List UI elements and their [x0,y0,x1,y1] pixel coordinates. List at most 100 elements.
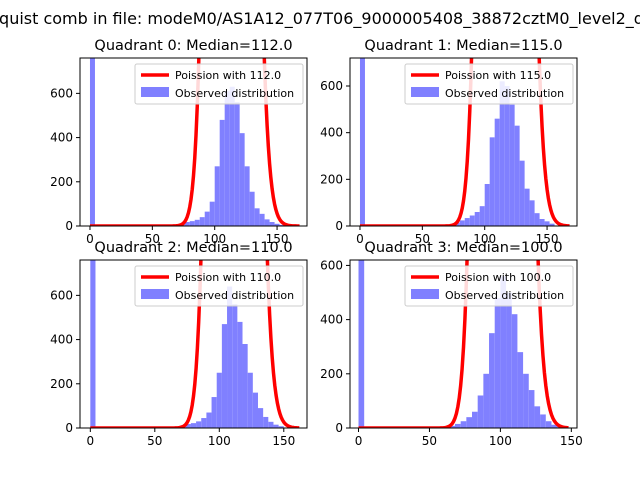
legend-observed-label: Observed distribution [175,289,294,302]
x-tick-label: 50 [145,232,160,246]
histogram-bar [214,166,220,226]
histogram-bar [194,219,200,226]
y-tick-label: 600 [320,79,343,93]
x-tick-label: 0 [86,434,94,448]
y-tick-label: 200 [50,377,73,391]
axes-frame [349,259,578,429]
histogram-bar [274,223,280,226]
histogram-bar [204,211,210,226]
poisson-curve [358,260,569,428]
poisson-curve [89,260,300,428]
histogram-bar-zero [90,260,96,428]
legend: Poission with 100.0 Observed distribution [404,265,574,307]
histogram-bar [517,352,524,428]
axes-frame [79,259,308,429]
y-tick-label: 0 [335,219,343,233]
histogram-bar [545,421,552,428]
histogram-bar [201,418,207,428]
histogram-bar [229,86,235,226]
histogram-bar [449,425,455,428]
x-tick-label: 100 [473,232,496,246]
histogram-bar [219,119,225,226]
y-tick-label: 600 [50,86,73,100]
histogram-bar [237,321,243,428]
legend-box [404,265,574,307]
legend-observed-label: Observed distribution [445,87,564,100]
legend-box [134,265,304,307]
histogram-bar [227,286,233,428]
histogram-bar [523,373,529,428]
histogram-bar [528,390,535,428]
legend: Poission with 115.0 Observed distribution [404,63,574,105]
histogram-bar [268,421,274,428]
histogram-bar [549,223,555,226]
panel-title: Quadrant 1: Median=115.0 [364,38,562,54]
histogram-bar-zero [358,260,365,428]
x-tick-label: 150 [272,434,295,448]
histogram-bar [489,333,495,428]
panel-title: Quadrant 3: Median=100.0 [364,240,562,256]
histogram-bar [544,221,550,226]
y-tick-label: 200 [320,172,343,186]
histogram-bar [189,221,195,226]
y-tick-label: 400 [50,131,73,145]
histogram-bar [466,417,473,428]
histogram-bar [185,424,191,428]
histogram-bar [257,408,264,428]
y-tick-label: 0 [65,219,73,233]
histogram-bar [519,160,525,226]
legend-bar-swatch [141,289,169,299]
histogram-bar [196,421,202,428]
y-tick-label: 200 [320,367,343,381]
panel-title: Quadrant 0: Median=112.0 [94,38,292,54]
x-tick-label: 0 [86,232,94,246]
x-tick-label: 100 [203,232,226,246]
histogram-bar [459,220,465,226]
x-tick-label: 100 [489,434,512,448]
histogram-bar [479,206,485,226]
panel-2: 0 50 100 150 0 200 400 600 Quadrant 2: Median=11… [50,240,308,448]
x-tick-label: 50 [422,434,437,448]
histogram-bar [524,188,530,226]
histogram-bar [534,213,540,226]
legend-box [134,63,304,105]
poisson-curve [89,58,301,226]
plot-area-1 [359,58,571,226]
histogram-bar [259,213,265,226]
histogram-bar [247,372,253,428]
histogram-bar [269,222,275,226]
legend-bar-swatch [411,87,439,97]
legend-poisson-label: Poission with 100.0 [445,271,551,284]
histogram-bar [454,423,461,428]
histogram-bar [190,423,197,428]
histogram-bar [540,414,546,428]
legend-observed-label: Observed distribution [175,87,294,100]
histogram-bar [278,426,284,428]
histogram-bar [506,292,512,428]
histogram-bar [206,412,212,428]
histogram-bar [273,424,279,428]
histogram-bar [489,137,495,226]
y-tick-label: 400 [50,333,73,347]
panel-0: 0 50 100 150 0 200 400 600 Quadrant 0: Median=11… [50,38,308,246]
histogram-bar [279,224,285,226]
histogram-bar-zero [359,58,365,226]
panel-title: Quadrant 2: Median=110.0 [94,240,292,256]
y-tick-label: 400 [320,313,343,327]
histogram-bar [469,215,475,226]
histogram-bar [184,222,190,226]
poisson-curve [359,58,571,226]
histogram-bar [199,217,205,226]
histogram-bar [224,91,230,226]
x-tick-label: 50 [147,434,162,448]
y-tick-label: 0 [335,421,343,435]
histogram-bar [211,397,217,428]
histogram-bar [472,411,478,428]
x-tick-label: 150 [560,434,583,448]
axes-frame [349,57,578,227]
x-tick-label: 100 [208,434,231,448]
histogram-bar [499,81,505,226]
histogram-bar [500,276,507,428]
histogram-bar [511,314,518,428]
